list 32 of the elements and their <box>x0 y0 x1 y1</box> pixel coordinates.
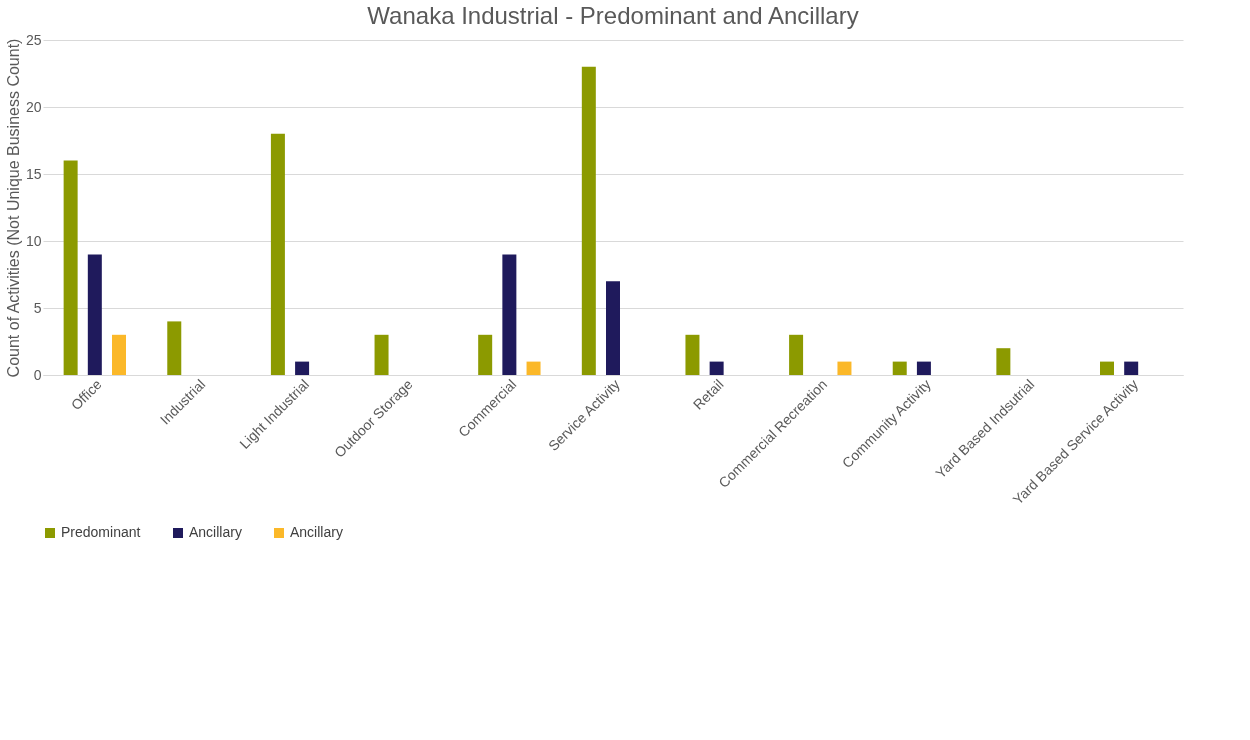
bar <box>526 361 541 375</box>
bar <box>709 361 724 375</box>
bar <box>1124 361 1139 375</box>
bar <box>685 334 700 375</box>
y-tick-label: 10 <box>25 232 42 249</box>
bar <box>789 334 804 375</box>
y-tick-label: 15 <box>25 165 42 182</box>
y-axis-title: Count of Activities (Not Unique Business Count) <box>4 38 22 378</box>
bar <box>167 321 182 375</box>
bar <box>295 361 310 375</box>
bar <box>606 281 620 375</box>
bar <box>837 361 852 375</box>
y-tick-label: 25 <box>25 31 42 48</box>
bar <box>112 334 126 375</box>
y-tick-label: 20 <box>25 98 42 115</box>
bar <box>502 254 517 375</box>
bar <box>270 133 285 375</box>
bar <box>63 160 78 375</box>
bar <box>892 361 907 375</box>
y-tick-label: 0 <box>33 366 42 383</box>
legend-label: Predominant <box>61 524 141 540</box>
bar <box>87 254 102 375</box>
chart-title: Wanaka Industrial - Predominant and Ancillary <box>367 2 859 29</box>
bar <box>478 334 493 375</box>
bar <box>581 66 596 375</box>
legend-label: Ancillary <box>189 524 242 540</box>
bar <box>374 334 389 375</box>
bar <box>916 361 931 375</box>
y-tick-label: 5 <box>33 299 42 316</box>
legend-label: Ancillary <box>290 524 343 540</box>
bar <box>1100 361 1114 375</box>
bar <box>996 348 1011 375</box>
